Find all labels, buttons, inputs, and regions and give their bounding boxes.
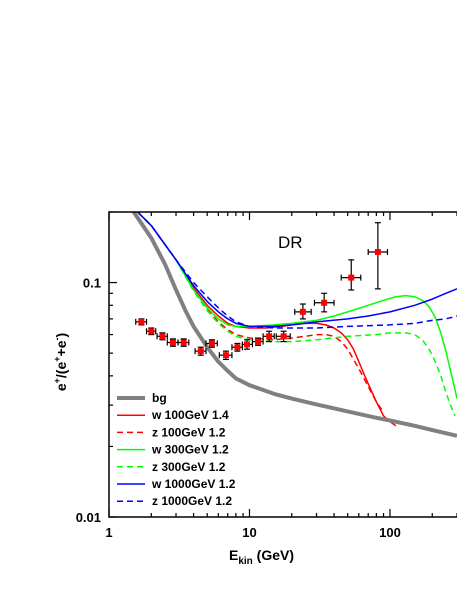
data-marker <box>222 352 229 359</box>
series-line-0 <box>132 212 457 438</box>
data-marker <box>138 318 145 325</box>
data-point <box>231 342 243 352</box>
series-line-1 <box>137 212 397 427</box>
data-point <box>166 338 179 347</box>
series-line-2 <box>137 212 385 413</box>
data-point <box>262 330 275 343</box>
data-marker <box>148 328 155 335</box>
data-marker <box>374 249 381 256</box>
data-point <box>275 330 291 343</box>
x-label-sub: kin <box>238 556 252 567</box>
legend: bg w 100GeV 1.4 z 100GeV 1.2 w 300GeV 1.2 z … <box>117 391 236 508</box>
legend-label: z 1000GeV 1.2 <box>152 494 232 508</box>
data-point <box>218 350 233 361</box>
y-label-part: e <box>53 383 69 391</box>
plot-frame <box>108 211 457 518</box>
legend-item: w 100GeV 1.4 <box>117 408 229 422</box>
data-marker <box>234 344 241 351</box>
series-line-3 <box>137 212 457 399</box>
legend-label: w 300GeV 1.2 <box>151 443 229 457</box>
y-label-part: /(e <box>53 362 69 379</box>
data-point <box>294 303 312 320</box>
tick-labels: 1 10 100 0.01 0.1 <box>76 276 401 540</box>
y-label-sup: - <box>52 338 62 341</box>
x-axis-label: Ekin (GeV) <box>229 547 294 567</box>
data-marker <box>169 339 176 346</box>
legend-item: w 300GeV 1.2 <box>117 443 229 457</box>
y-tick-label: 0.1 <box>83 276 101 291</box>
legend-item: bg <box>117 391 167 405</box>
legend-item: z 1000GeV 1.2 <box>117 494 232 508</box>
data-point <box>340 259 362 291</box>
y-label-part: ) <box>53 333 69 338</box>
data-marker <box>243 341 250 348</box>
legend-item: z 300GeV 1.2 <box>117 460 226 474</box>
y-axis-label: e+/(e++e-) <box>52 333 69 391</box>
data-marker <box>180 339 187 346</box>
legend-label: bg <box>152 391 167 405</box>
data-point <box>194 346 207 356</box>
data-point <box>145 327 157 336</box>
x-tick-label: 100 <box>379 525 401 540</box>
data-marker <box>280 333 287 340</box>
data-point <box>177 338 190 347</box>
series-line-5 <box>137 212 457 328</box>
y-label-sup: + <box>52 356 62 361</box>
y-label-part: +e <box>53 340 69 356</box>
x-label-rest: (GeV) <box>253 547 294 563</box>
annotation-dr: DR <box>278 233 303 252</box>
data-marker <box>159 333 166 340</box>
series-layer <box>132 212 457 438</box>
legend-item: w 1000GeV 1.2 <box>117 477 236 491</box>
data-point <box>156 332 168 341</box>
legend-label: w 100GeV 1.4 <box>151 408 229 422</box>
data-point <box>135 318 148 326</box>
data-marker <box>255 338 262 345</box>
x-tick-label: 10 <box>242 525 256 540</box>
x-tick-label: 1 <box>105 525 112 540</box>
y-tick-label: 0.01 <box>76 510 101 525</box>
legend-label: w 1000GeV 1.2 <box>151 477 236 491</box>
data-point <box>313 292 335 313</box>
data-marker <box>266 333 273 340</box>
data-marker <box>208 340 215 347</box>
data-points-layer <box>135 222 389 361</box>
data-marker <box>348 274 355 281</box>
series-line-6 <box>137 212 457 329</box>
data-point <box>251 337 264 346</box>
legend-item: z 100GeV 1.2 <box>117 425 226 439</box>
data-point <box>205 339 218 348</box>
legend-label: z 100GeV 1.2 <box>152 425 226 439</box>
y-label-sup: + <box>52 378 62 383</box>
data-point <box>367 222 389 290</box>
data-marker <box>197 348 204 355</box>
data-marker <box>299 308 306 315</box>
data-marker <box>321 299 328 306</box>
x-label-main: E <box>229 547 238 563</box>
data-point <box>241 339 254 350</box>
legend-label: z 300GeV 1.2 <box>152 460 226 474</box>
